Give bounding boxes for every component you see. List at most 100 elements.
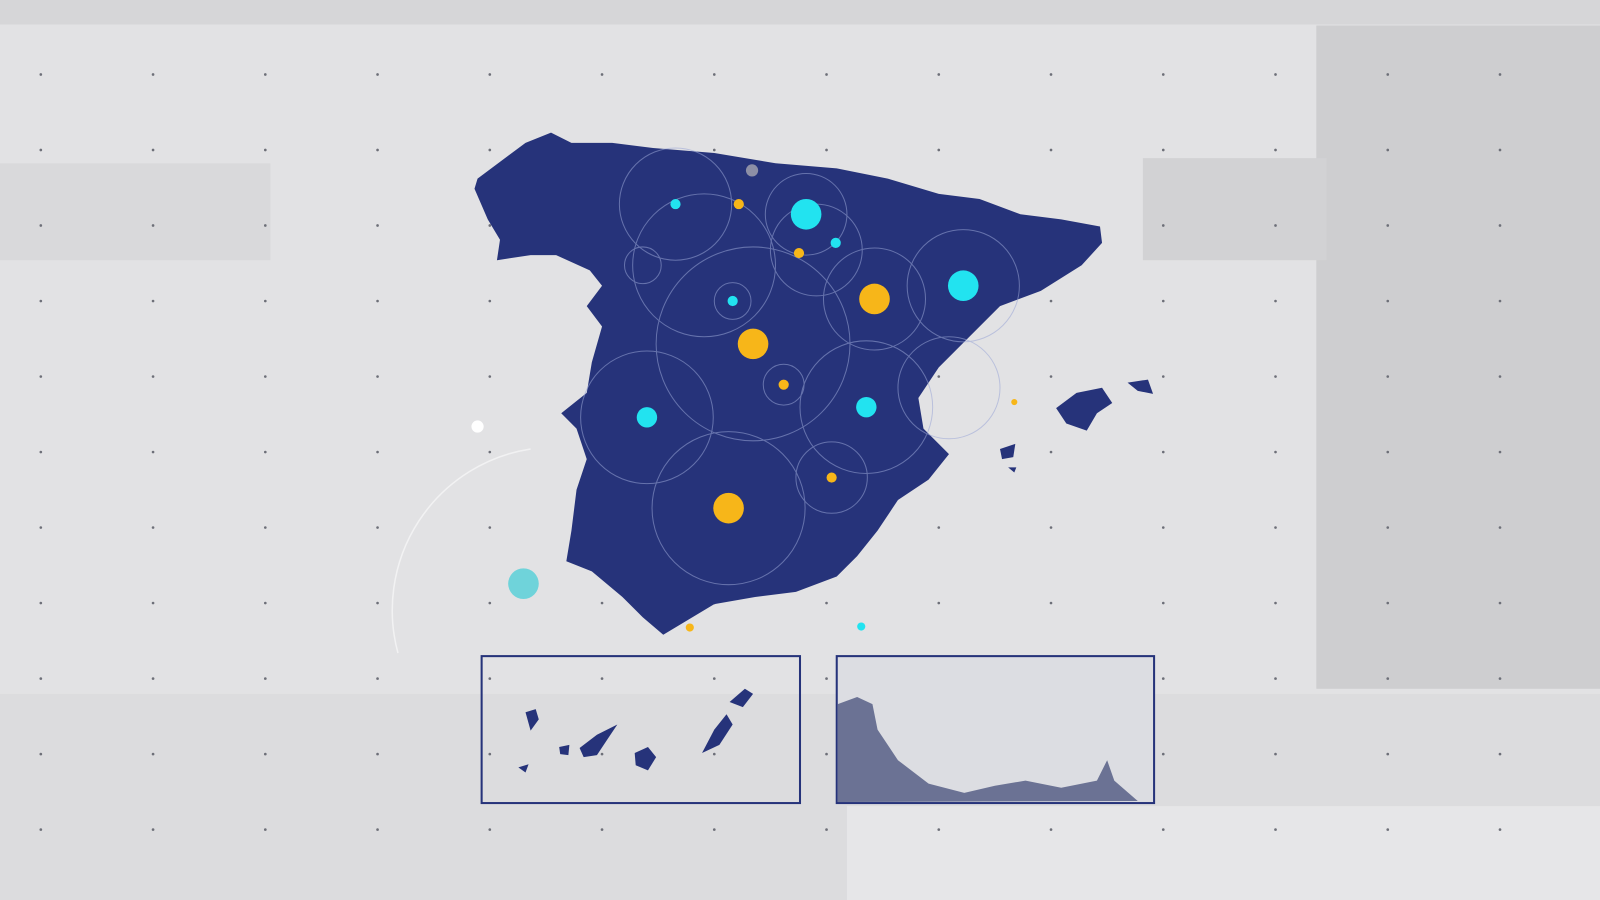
map-marker-cyan: [947, 270, 979, 302]
map-marker-yellow: [737, 328, 769, 360]
grid-dot: [1274, 450, 1277, 454]
grid-dot: [263, 450, 267, 454]
grid-dot: [1498, 148, 1502, 152]
grid-dot: [600, 677, 604, 680]
grid-dot: [937, 828, 941, 831]
grid-dot: [937, 73, 941, 76]
grid-dot: [263, 828, 267, 831]
grid-dot: [825, 752, 828, 756]
grid-dot: [1049, 148, 1053, 152]
grid-dot: [151, 828, 155, 831]
grid-dot: [600, 73, 604, 76]
grid-dot: [1386, 526, 1390, 529]
grid-dot: [376, 752, 379, 756]
map-marker-yellow: [826, 472, 837, 483]
rings: [391, 147, 1020, 654]
grid-dot: [937, 148, 941, 152]
grid-dot: [825, 73, 828, 76]
map-marker-cyan: [727, 295, 738, 307]
grid-dot: [1161, 148, 1165, 152]
grid-dot: [263, 73, 267, 76]
grid-dot: [1161, 526, 1165, 529]
grid-dot: [1049, 828, 1053, 831]
grid-dot: [151, 148, 155, 152]
grid-dot: [488, 148, 492, 152]
grid-dot: [488, 375, 492, 378]
grid-dot: [937, 526, 941, 529]
grid-dot: [1161, 299, 1165, 303]
grid-dot: [263, 224, 267, 227]
grid-dot: [151, 677, 155, 680]
grid-dot: [1386, 148, 1390, 152]
grid-dot: [263, 148, 267, 152]
grid-dot: [1049, 73, 1053, 76]
grid-dot: [151, 224, 155, 227]
grid-dot: [263, 299, 267, 303]
grid-dot: [151, 299, 155, 303]
grid-dot: [712, 677, 716, 680]
grid-dot: [263, 752, 267, 756]
grid-dot: [1498, 828, 1502, 831]
grid-dot: [600, 752, 604, 756]
grid-dot: [937, 601, 941, 605]
inset-canary-islands: [480, 655, 802, 805]
grid-dot: [1049, 299, 1053, 303]
map-marker-cyan: [790, 198, 822, 230]
grid-dot: [1274, 375, 1277, 378]
grid-dot: [39, 828, 43, 831]
map-marker-yellow: [713, 492, 744, 524]
grid-dot: [39, 752, 43, 756]
grid-dot: [1274, 224, 1277, 227]
grid-dot: [1498, 375, 1502, 378]
grid-dot: [1386, 450, 1390, 454]
grid-dot: [488, 450, 492, 454]
inset-coast: [835, 655, 1156, 805]
grid-dot: [263, 375, 267, 378]
grid-dot: [488, 828, 492, 831]
grid-dot: [488, 601, 492, 605]
map-marker-yellow: [778, 379, 789, 390]
grid-dot: [263, 677, 267, 680]
grid-dot: [488, 752, 492, 756]
grid-dot: [1498, 601, 1502, 605]
grid-dot: [1498, 752, 1502, 756]
grid-dot: [937, 375, 941, 378]
grid-dot: [1498, 224, 1502, 227]
grid-dot: [1274, 752, 1277, 756]
grid-dot: [1161, 677, 1165, 680]
grid-dot: [151, 601, 155, 605]
grid-dot: [39, 148, 43, 152]
grid-dot: [376, 73, 379, 76]
grid-dot: [1498, 677, 1502, 680]
grid-dot: [1161, 752, 1165, 756]
floating-dots: [471, 164, 1018, 632]
grid-dot: [1386, 375, 1390, 378]
map-marker-yellow: [859, 283, 890, 315]
grid-dot: [825, 828, 828, 831]
grid-dot: [1386, 601, 1390, 605]
grid-dot: [151, 752, 155, 756]
grid-dot: [39, 526, 43, 529]
grid-dot: [1274, 73, 1277, 76]
grid-dot: [1274, 148, 1277, 152]
map-marker-cyan: [830, 237, 841, 248]
grid-dot: [488, 299, 492, 303]
grid-dot: [151, 73, 155, 76]
grid-dot: [1386, 677, 1390, 680]
grid-dot: [1049, 601, 1053, 605]
grid-dot: [1498, 73, 1502, 76]
grid-dot: [488, 73, 492, 76]
grid-dot: [39, 601, 43, 605]
grid-dot: [39, 299, 43, 303]
grid-dot: [712, 73, 716, 76]
grid-dot: [1049, 375, 1053, 378]
grid-dot: [488, 526, 492, 529]
grid-dot: [1274, 677, 1277, 680]
grid-dot: [39, 224, 43, 227]
grid-dot: [1049, 450, 1053, 454]
grid-dot: [151, 375, 155, 378]
grid-dot: [151, 526, 155, 529]
grid-dot: [1498, 299, 1502, 303]
grid-dot: [488, 224, 492, 227]
